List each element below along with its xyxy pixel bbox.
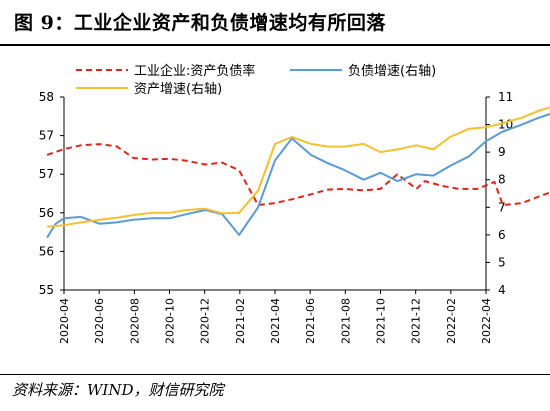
y-left-tick-label: 58 [39,90,54,104]
x-tick-label: 2021-02 [234,298,247,344]
series-line-1 [46,112,550,239]
x-tick-label: 2021-08 [339,298,352,344]
x-tick-label: 2021-10 [375,298,388,344]
x-tick-label: 2020-08 [128,298,141,344]
source-note: 资料来源：WIND，财信研究院 [12,381,224,399]
source-divider [0,374,550,375]
y-right-tick-label: 6 [498,228,506,242]
figure-header: 图 9：工业企业资产和负债增速均有所回落 [0,0,550,40]
y-left-tick-label: 57 [39,167,54,181]
y-right-tick-label: 9 [498,145,506,159]
y-left-tick-label: 57 [39,129,54,143]
y-right-tick-label: 11 [498,90,513,104]
legend-label-1: 负债增速(右轴) [348,64,436,79]
chart-container: 55 56 56 57 57 58 4 5 6 7 8 9 10 11 2020-04 2020-06 2020… [0,50,550,376]
y-left-tick-label: 56 [39,206,54,220]
figure-title: 图 9：工业企业资产和负债增速均有所回落 [14,12,386,34]
x-tick-label: 2020-12 [199,298,212,344]
x-tick-label: 2022-04 [480,298,493,344]
x-tick-label: 2020-06 [93,298,106,344]
x-tick-label: 2020-04 [58,298,71,344]
y-right-tick-label: 5 [498,255,506,269]
x-tick-label: 2021-04 [269,298,282,344]
y-left-tick-label: 55 [39,283,54,297]
legend-label-0: 工业企业:资产负债率 [134,63,255,79]
x-tick-label: 2020-10 [164,298,177,344]
legend-label-2: 资产增速(右轴) [134,82,222,97]
x-tick-label: 2021-12 [410,298,423,344]
y-right-tick-label: 7 [498,200,506,214]
x-tick-label: 2021-06 [304,298,317,344]
series-line-0 [46,143,550,207]
y-left-tick-label: 56 [39,244,54,258]
x-tick-label: 2022-02 [445,298,458,344]
y-right-tick-label: 8 [498,173,506,187]
series-line-2 [47,106,550,228]
title-divider [0,44,550,46]
y-right-tick-label: 4 [498,283,506,297]
